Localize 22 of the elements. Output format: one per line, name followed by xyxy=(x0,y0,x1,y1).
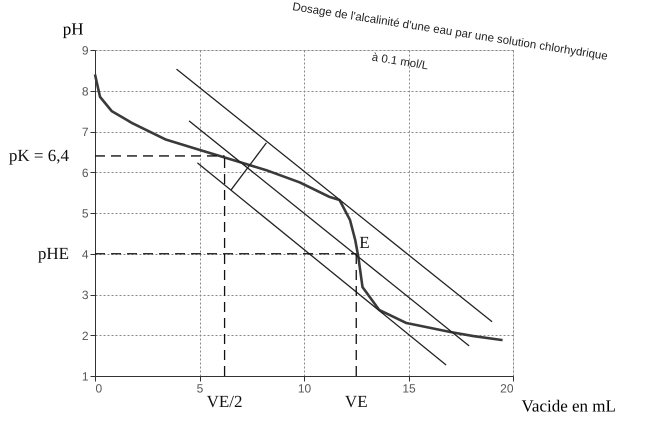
x-tick-label: 15 xyxy=(402,382,416,396)
x-tick-label: 20 xyxy=(500,382,514,396)
y-tick-label: 6 xyxy=(82,166,89,180)
y-tick-label: 1 xyxy=(82,370,89,384)
y-tick-label: 5 xyxy=(82,206,89,220)
chart-subtitle: à 0.1 mol/L xyxy=(370,52,430,72)
x-axis-title: Vacide en mL xyxy=(522,396,616,416)
y-tick-label: 2 xyxy=(82,328,89,343)
annotation: VE xyxy=(344,392,368,411)
annotation: VE/2 xyxy=(206,392,243,411)
y-tick-label: 3 xyxy=(82,288,89,302)
x-tick-label: 5 xyxy=(196,382,204,396)
annotation: E xyxy=(359,232,370,252)
annotation: pK = 6,4 xyxy=(8,146,70,165)
y-tick-label: 9 xyxy=(82,44,89,58)
y-tick-label: 8 xyxy=(82,84,89,98)
x-tick-label: 10 xyxy=(298,382,312,396)
y-tick-label: 7 xyxy=(82,125,89,139)
annotation: pHE xyxy=(38,244,69,263)
y-tick-label: 4 xyxy=(82,247,89,262)
x-tick-label: 0 xyxy=(96,382,102,396)
y-axis-title: pH xyxy=(62,20,84,38)
